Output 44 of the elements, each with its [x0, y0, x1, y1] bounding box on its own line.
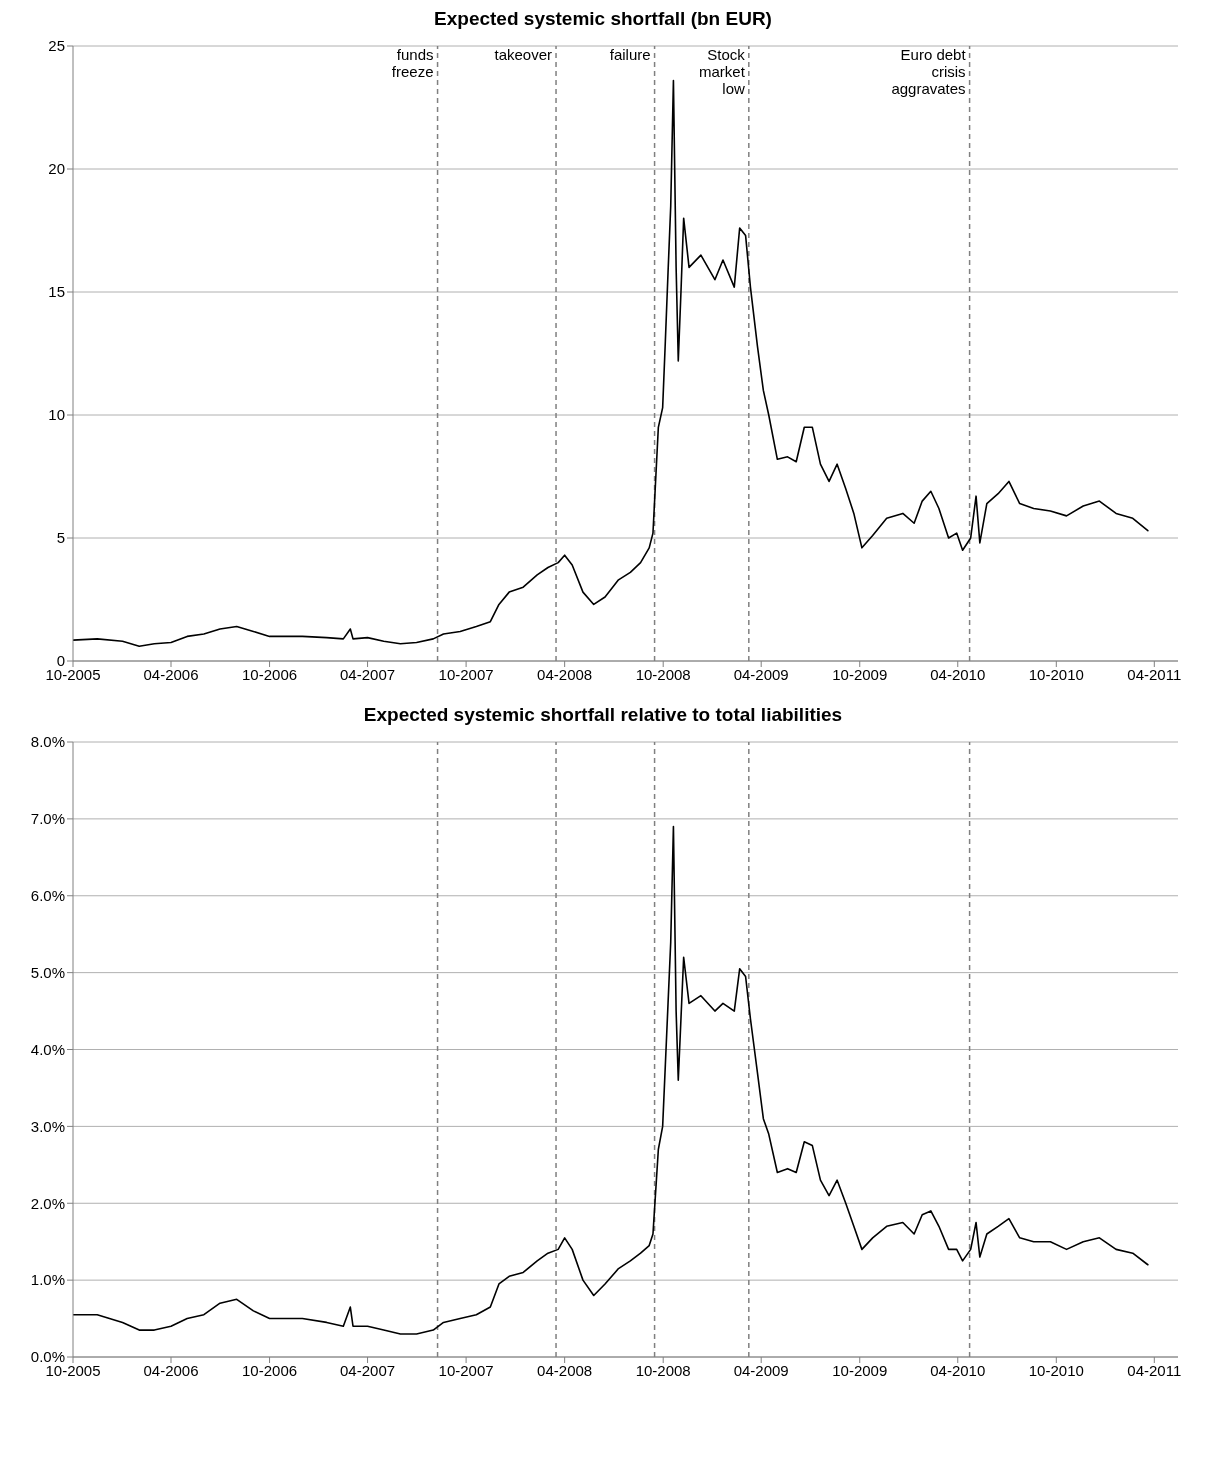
ref-line-label: failure: [609, 46, 651, 63]
x-tick-label: 04-2011: [1127, 665, 1182, 683]
y-tick-label: 2.0%: [30, 1194, 65, 1212]
y-tick-label: 15: [48, 283, 65, 301]
y-tick-label: 5: [56, 529, 65, 547]
x-tick-label: 10-2009: [832, 665, 888, 683]
x-tick-label: 04-2008: [537, 665, 593, 683]
y-tick-label: 25: [48, 37, 65, 55]
line-series: [73, 825, 1149, 1335]
ref-line-label: takeover: [494, 46, 553, 63]
x-tick-label: 04-2007: [340, 1361, 396, 1379]
x-tick-label: 04-2006: [143, 1361, 199, 1379]
x-tick-label: 04-2006: [143, 665, 199, 683]
x-tick-label: 04-2008: [537, 1361, 593, 1379]
y-tick-label: 1.0%: [30, 1271, 65, 1289]
y-tick-label: 4.0%: [30, 1040, 65, 1058]
x-tick-label: 10-2006: [242, 1361, 298, 1379]
y-tick-label: 20: [48, 160, 65, 178]
y-tick-label: 3.0%: [30, 1117, 65, 1135]
x-tick-label: 04-2009: [733, 665, 789, 683]
y-tick-label: 5.0%: [30, 963, 65, 981]
ref-line-label: funds freeze: [391, 46, 434, 80]
x-tick-label: 10-2009: [832, 1361, 888, 1379]
x-tick-label: 04-2010: [930, 1361, 986, 1379]
x-tick-label: 10-2007: [438, 665, 494, 683]
y-tick-label: 6.0%: [30, 887, 65, 905]
y-tick-label: 10: [48, 406, 65, 424]
chart-title: Expected systemic shortfall relative to total liabilities: [362, 704, 844, 726]
ref-line-label: Stock market low: [698, 46, 746, 97]
x-tick-label: 04-2009: [733, 1361, 789, 1379]
y-tick-label: 8.0%: [30, 733, 65, 751]
x-tick-label: 04-2010: [930, 665, 986, 683]
x-tick-label: 10-2008: [635, 665, 691, 683]
x-tick-label: 10-2010: [1028, 665, 1084, 683]
x-tick-label: 04-2011: [1127, 1361, 1182, 1379]
x-tick-label: 04-2007: [340, 665, 396, 683]
ref-line-label: Euro debt crisis aggravates: [891, 46, 967, 97]
x-tick-label: 10-2006: [242, 665, 298, 683]
chart-title: Expected systemic shortfall (bn EUR): [433, 8, 773, 30]
x-tick-label: 10-2010: [1028, 1361, 1084, 1379]
x-tick-label: 10-2007: [438, 1361, 494, 1379]
x-tick-label: 10-2008: [635, 1361, 691, 1379]
y-tick-label: 7.0%: [30, 810, 65, 828]
line-series: [73, 79, 1149, 648]
